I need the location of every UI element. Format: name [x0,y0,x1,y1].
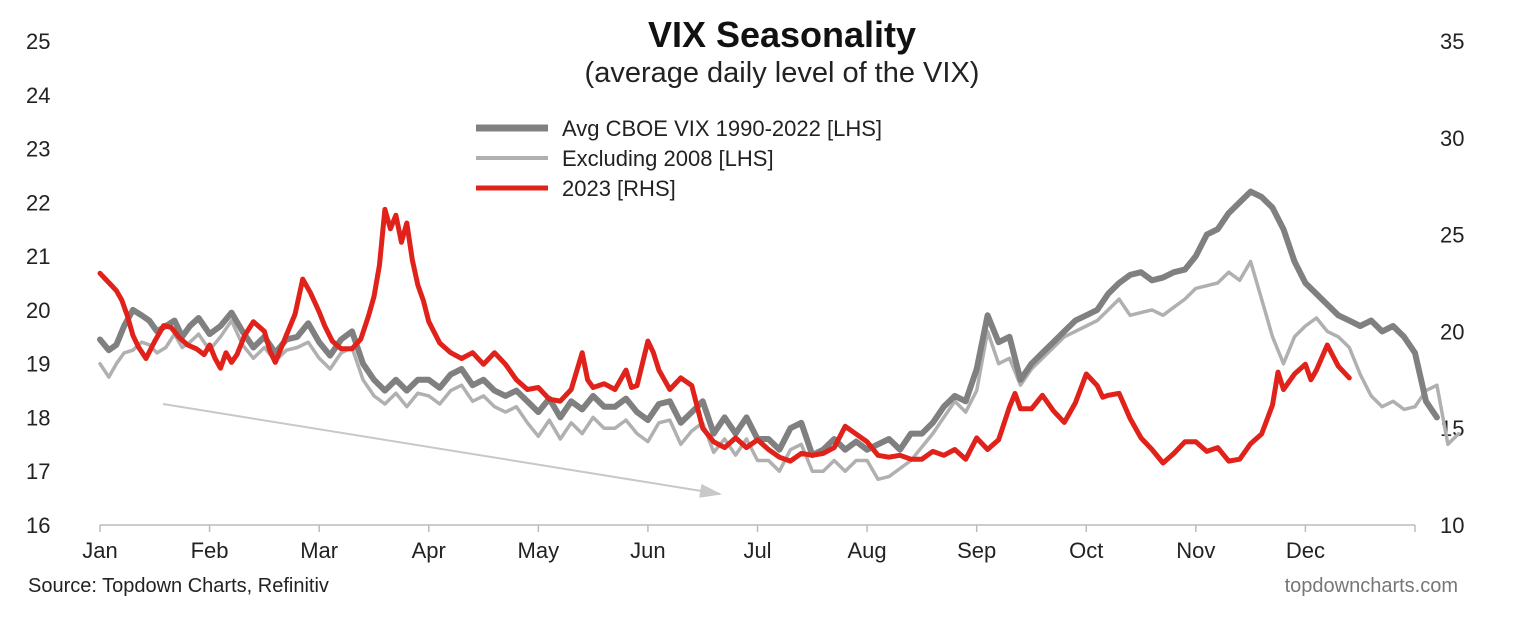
left-y-tick-label: 19 [26,352,50,377]
left-y-tick-label: 17 [26,459,50,484]
left-y-tick-label: 16 [26,513,50,538]
trend-arrow [162,403,722,498]
left-y-axis: 16 17 18 19 20 21 22 23 24 25 [26,29,50,538]
right-y-tick-label: 30 [1440,126,1464,151]
x-tick-label-sep: Sep [957,538,996,563]
credit-note: topdowncharts.com [1285,575,1458,597]
series-layer [97,188,1461,482]
x-tick-label-jul: Jul [743,538,771,563]
left-y-tick-label: 22 [26,190,50,215]
x-axis: Jan Feb Mar Apr May Jun Jul Aug Sep Oct Nov Dec [82,525,1416,563]
left-y-tick-label: 25 [26,29,50,54]
legend: Avg CBOE VIX 1990-2022 [LHS] Excluding 2… [476,116,882,201]
left-y-tick-label: 21 [26,244,50,269]
x-tick-label-jun: Jun [630,538,665,563]
legend-label-excl-2008: Excluding 2008 [LHS] [562,146,774,171]
left-y-tick-label: 18 [26,405,50,430]
x-tick-label-apr: Apr [412,538,446,563]
series-line-2023 [97,206,1352,466]
left-y-tick-label: 23 [26,137,50,162]
series-line-excl-2008 [98,259,1461,482]
x-tick-label-aug: Aug [848,538,887,563]
x-tick-label-mar: Mar [300,538,338,563]
x-tick-label-feb: Feb [191,538,229,563]
chart-title: VIX Seasonality [648,14,916,55]
legend-label-avg-vix: Avg CBOE VIX 1990-2022 [LHS] [562,116,882,141]
left-y-tick-label: 20 [26,298,50,323]
x-tick-label-may: May [518,538,560,563]
right-y-tick-label: 35 [1440,29,1464,54]
right-y-tick-label: 20 [1440,319,1464,344]
source-note: Source: Topdown Charts, Refinitiv [28,575,329,597]
left-y-tick-label: 24 [26,83,50,108]
right-y-tick-label: 10 [1440,513,1464,538]
right-y-tick-label: 25 [1440,223,1464,248]
chart-subtitle: (average daily level of the VIX) [585,57,980,89]
legend-label-2023: 2023 [RHS] [562,176,676,201]
x-tick-label-nov: Nov [1176,538,1215,563]
x-tick-label-dec: Dec [1286,538,1325,563]
x-tick-label-oct: Oct [1069,538,1103,563]
x-tick-label-jan: Jan [82,538,117,563]
series-line-avg-vix [97,188,1440,459]
